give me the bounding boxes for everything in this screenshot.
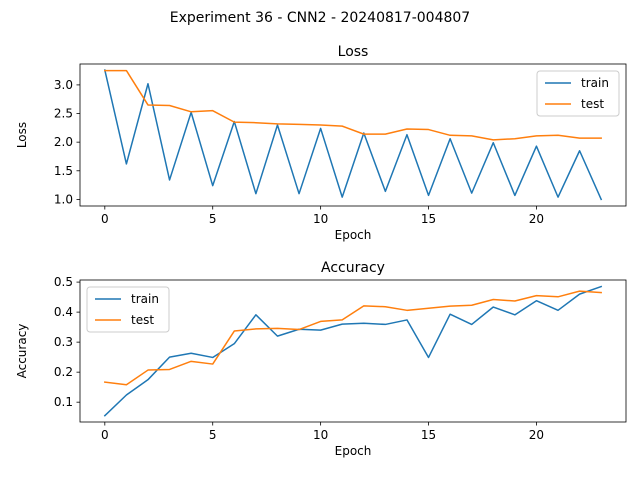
figure-suptitle: Experiment 36 - CNN2 - 20240817-004807 (170, 10, 470, 26)
legend: train test (536, 70, 620, 117)
x-tick-label: 0 (101, 428, 109, 442)
axes-frame (79, 63, 627, 207)
series-line-test (104, 69, 602, 141)
chart-1: Accuracy 0 5 10 15 20 0.1 0.2 0.3 0.4 0.5 Epoch Accu… (15, 260, 627, 458)
legend-label-test: test (581, 97, 604, 111)
x-tick-label: 15 (421, 428, 436, 442)
series-line-test (103, 290, 602, 386)
x-tick-label: 20 (529, 212, 544, 226)
y-axis-label: Accuracy (15, 324, 29, 379)
x-tick-label: 10 (313, 212, 328, 226)
y-tick-label: 1.5 (54, 164, 73, 178)
x-tick-label: 0 (101, 212, 109, 226)
axes-frame (79, 279, 627, 423)
y-tick-label: 1.0 (54, 192, 73, 206)
legend: train test (86, 286, 170, 333)
y-tick-label: 0.3 (54, 335, 73, 349)
x-tick-label: 5 (209, 428, 217, 442)
legend-label-train: train (131, 292, 159, 306)
legend-label-test: test (131, 313, 154, 327)
y-tick-label: 2.5 (54, 107, 73, 121)
series-line-train (103, 69, 603, 201)
x-axis-label: Epoch (335, 228, 372, 242)
y-tick-label: 0.4 (54, 305, 73, 319)
y-axis-label: Loss (15, 122, 29, 148)
x-axis-label: Epoch (335, 444, 372, 458)
x-tick-label: 20 (529, 428, 544, 442)
chart-0: Loss 0 5 10 15 20 1.0 1.5 2.0 2.5 3.0 Epoch Loss trai… (15, 44, 627, 242)
chart-title: Accuracy (321, 260, 385, 276)
x-tick-label: 5 (209, 212, 217, 226)
chart-title: Loss (338, 44, 369, 60)
y-tick-label: 3.0 (54, 78, 73, 92)
series-line-train (103, 285, 603, 417)
y-tick-label: 0.2 (54, 365, 73, 379)
x-tick-label: 10 (313, 428, 328, 442)
legend-label-train: train (581, 76, 609, 90)
x-tick-label: 15 (421, 212, 436, 226)
y-tick-label: 2.0 (54, 135, 73, 149)
y-tick-label: 0.1 (54, 395, 73, 409)
y-tick-label: 0.5 (54, 275, 73, 289)
